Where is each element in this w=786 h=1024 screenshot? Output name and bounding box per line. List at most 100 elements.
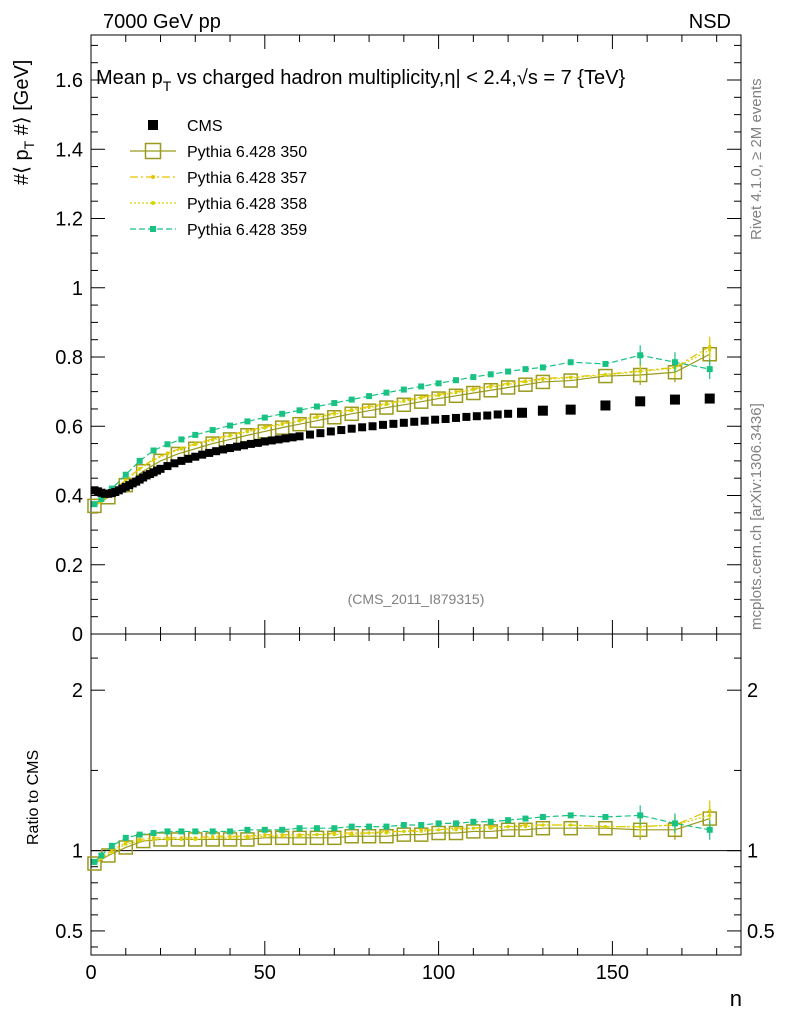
y-tick-label: 0.2 — [55, 555, 83, 577]
point-p359 — [192, 431, 199, 438]
y-tick-label: 0.6 — [55, 416, 83, 438]
ratio-point-p359 — [192, 828, 199, 835]
point-cms — [389, 419, 398, 428]
legend-marker-p350 — [144, 142, 162, 160]
point-cms — [316, 429, 325, 438]
ratio-point-p358 — [367, 831, 371, 835]
legend-entry-cms: CMS — [148, 118, 223, 135]
ratio-point-p359 — [539, 813, 546, 820]
ratio-point-p358 — [603, 825, 608, 829]
point-cms — [205, 448, 214, 457]
legend-label-p357: Pythia 6.428 357 — [187, 170, 307, 187]
point-p350 — [274, 420, 290, 435]
ratio-point-p359 — [348, 823, 355, 830]
ratio-tick-label: 2 — [72, 680, 83, 702]
point-cms — [517, 407, 528, 418]
ratio-point-p358 — [280, 834, 284, 838]
ratio-point-p359 — [261, 826, 268, 833]
legend-label-p350: Pythia 6.428 350 — [187, 144, 307, 161]
ratio-point-p359 — [98, 852, 105, 859]
point-cms — [347, 424, 356, 433]
point-p358 — [179, 447, 183, 451]
ratio-point-p359 — [567, 812, 574, 819]
legend-marker-p358 — [151, 201, 155, 205]
point-p358 — [603, 373, 608, 377]
ratio-tick-label: 0.5 — [55, 921, 83, 943]
point-p350 — [535, 374, 551, 390]
point-cms — [704, 393, 715, 404]
point-cms — [441, 414, 450, 423]
ratio-point-p358 — [193, 837, 197, 842]
legend-entry-p358: Pythia 6.428 358 — [130, 196, 307, 213]
ratio-point-p358 — [506, 825, 510, 829]
point-cms — [537, 405, 548, 416]
series-line-p357 — [94, 346, 711, 506]
point-p350 — [292, 416, 307, 432]
ratio-point-p350 — [563, 820, 578, 836]
point-p350 — [361, 403, 377, 418]
legend-entry-p359: Pythia 6.428 359 — [130, 222, 307, 239]
point-p350 — [563, 373, 578, 388]
y-tick-label: 1 — [72, 278, 83, 300]
ratio-point-p359 — [164, 828, 171, 835]
x-tick-label: 100 — [422, 962, 455, 984]
ratio-point-p359 — [136, 831, 143, 838]
point-p358 — [541, 377, 545, 382]
ratio-point-p358 — [436, 828, 441, 832]
ratio-point-p350 — [598, 820, 613, 836]
point-p350 — [344, 406, 359, 422]
ratio-point-p350 — [327, 830, 342, 846]
point-p359 — [435, 380, 442, 387]
series-p350 — [87, 344, 717, 514]
point-cms — [378, 420, 387, 429]
point-p358 — [523, 380, 528, 384]
point-p359 — [348, 396, 355, 403]
point-p359 — [487, 371, 494, 378]
point-cms — [281, 434, 290, 443]
point-p358 — [419, 396, 423, 400]
ratio-point-p359 — [108, 842, 115, 849]
ratio-point-p359 — [244, 826, 251, 833]
point-p359 — [366, 393, 373, 400]
ratio-series-group — [87, 800, 717, 871]
point-cms — [483, 411, 492, 420]
point-p350 — [309, 413, 325, 428]
y-tick-label: 0.8 — [55, 347, 83, 369]
point-cms — [337, 426, 346, 435]
ratio-line-p359 — [94, 814, 710, 863]
legend-label-cms: CMS — [187, 118, 223, 135]
point-p358 — [569, 376, 573, 380]
legend-entry-p350: Pythia 6.428 350 — [130, 142, 307, 161]
point-p358 — [384, 402, 389, 407]
point-p359 — [150, 447, 157, 454]
point-p358 — [138, 467, 142, 471]
ratio-point-p359 — [91, 858, 98, 865]
ratio-point-p350 — [292, 830, 307, 846]
ratio-point-p350 — [344, 828, 359, 844]
ratio-point-p359 — [296, 825, 303, 832]
point-p359 — [383, 389, 390, 396]
main-axis-ticks: 0 0.2 0.4 0.6 0.8 1 1.2 1.4 1.6 — [55, 35, 741, 646]
ratio-series-p359 — [91, 805, 713, 865]
ratio-point-p359 — [452, 820, 459, 827]
point-p358 — [471, 388, 475, 392]
ratio-point-p350 — [518, 822, 533, 838]
point-cms — [246, 439, 255, 448]
point-cms — [462, 412, 471, 421]
series-line-p350 — [94, 353, 710, 507]
ratio-point-p358 — [263, 834, 267, 838]
y-tick-label: 1.2 — [55, 209, 83, 231]
point-p358 — [454, 391, 458, 395]
ratio-point-p350 — [466, 824, 481, 839]
point-p358 — [245, 430, 250, 434]
y-tick-label: 0 — [72, 624, 83, 646]
point-p359 — [522, 366, 529, 373]
point-p350 — [413, 394, 429, 409]
point-p359 — [602, 360, 609, 367]
ratio-point-p358 — [315, 833, 319, 837]
ratio-point-p350 — [309, 830, 325, 846]
legend-marker-cms — [148, 120, 158, 130]
point-cms — [219, 445, 228, 454]
ratio-point-p359 — [366, 823, 373, 830]
ratio-point-p359 — [400, 821, 407, 828]
